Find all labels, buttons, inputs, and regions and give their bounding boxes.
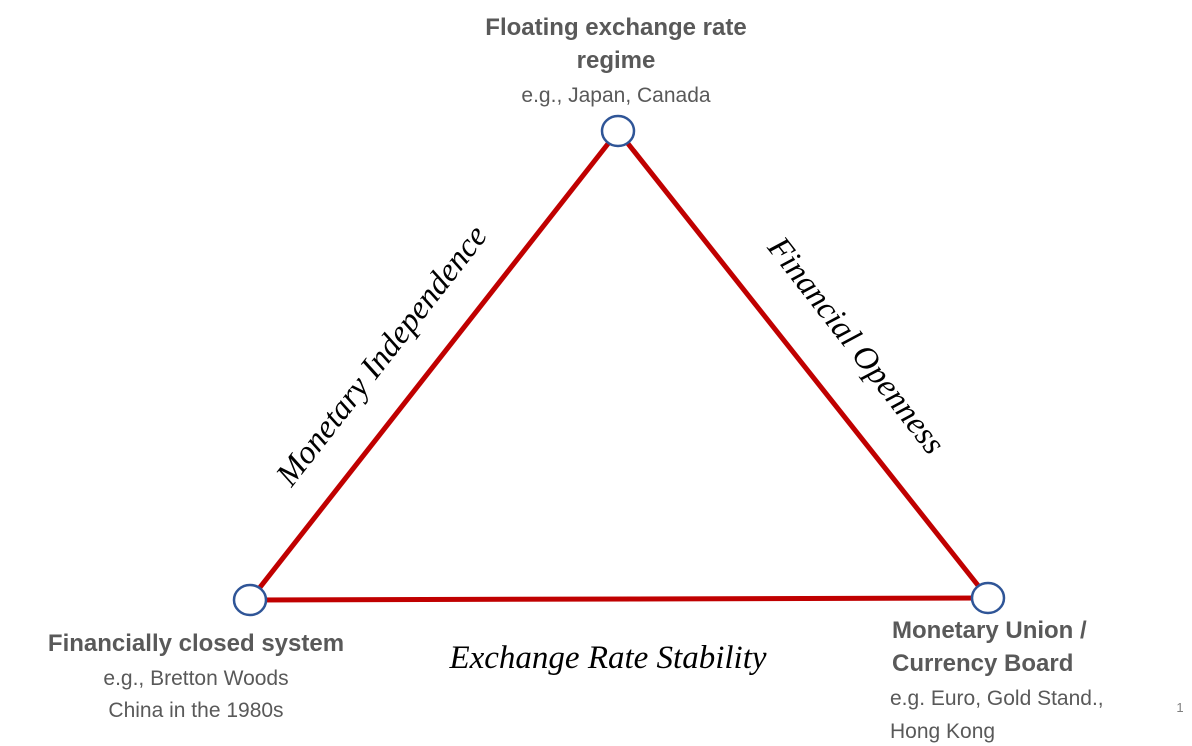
node-title: regime	[577, 47, 656, 74]
edge-label: Monetary Independence	[269, 219, 495, 494]
node-title: Currency Board	[892, 650, 1073, 677]
node-example: e.g., Bretton Woods	[103, 667, 288, 690]
node-example: e.g., Japan, Canada	[521, 84, 710, 107]
node-example: e.g. Euro, Gold Stand.,	[890, 687, 1104, 710]
node-title: Floating exchange rate	[485, 14, 746, 41]
node-circle	[600, 114, 636, 148]
node-example: China in the 1980s	[108, 699, 283, 722]
edge-line	[616, 129, 990, 600]
node-title: Monetary Union /	[892, 617, 1087, 644]
page-number: 1	[1176, 700, 1183, 715]
node-example: Hong Kong	[890, 720, 995, 743]
edge-line	[248, 129, 620, 602]
edge-label: Exchange Rate Stability	[448, 640, 766, 676]
triangle	[248, 129, 990, 603]
edge-line	[249, 595, 989, 603]
node-circle	[232, 583, 268, 617]
node-title: Financially closed system	[48, 630, 344, 657]
node-circle	[970, 581, 1006, 615]
